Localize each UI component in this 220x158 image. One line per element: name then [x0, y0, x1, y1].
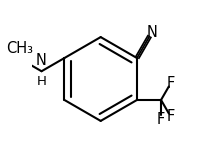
- Text: F: F: [167, 109, 175, 124]
- Text: F: F: [157, 112, 165, 127]
- Text: N: N: [36, 53, 47, 68]
- Text: H: H: [37, 75, 46, 88]
- Text: F: F: [167, 76, 175, 91]
- Text: CH₃: CH₃: [6, 41, 33, 56]
- Text: N: N: [147, 25, 157, 40]
